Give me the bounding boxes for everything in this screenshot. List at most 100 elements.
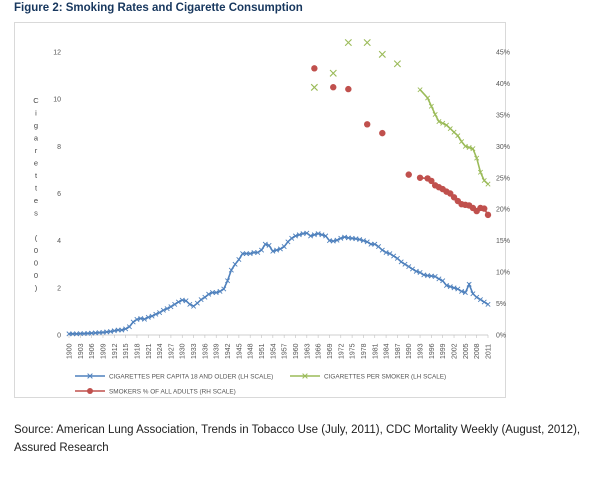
x-tick-label: 1999 (440, 343, 447, 359)
legend-entry-label: SMOKERS % OF ALL ADULTS (RH SCALE) (109, 388, 236, 395)
series-0-point (115, 327, 121, 333)
y-left-axis-title-char: t (35, 184, 38, 193)
series-0-point (466, 281, 472, 287)
x-tick-label: 1945 (236, 343, 243, 359)
series-0-point (334, 237, 340, 243)
series-0-point (308, 233, 314, 239)
series-0-point (481, 299, 487, 305)
series-0-point (202, 294, 208, 300)
series-0-point (209, 290, 215, 296)
x-tick-label: 1972 (338, 343, 345, 359)
series-0-point (417, 269, 423, 276)
y-left-tick-label: 4 (57, 238, 61, 245)
x-tick-label: 1936 (202, 343, 209, 359)
series-0-point (160, 307, 166, 313)
series-0-point (266, 242, 272, 248)
series-2-scatter-point (405, 171, 412, 178)
series-0-point (474, 294, 480, 300)
series-2-point (484, 211, 492, 219)
series-2-scatter-point (330, 84, 337, 91)
series-1-point (440, 120, 446, 126)
legend-entry-label: CIGARETTES PER CAPITA 18 AND OLDER (LH S… (109, 373, 273, 380)
series-0-point (289, 235, 295, 241)
series-2-scatter-point (364, 121, 371, 128)
series-1-point (485, 181, 491, 187)
x-tick-label: 1993 (418, 343, 425, 359)
x-tick-label: 1924 (157, 343, 164, 359)
x-tick-label: 2005 (463, 343, 470, 359)
series-0-point (172, 301, 178, 307)
series-1-point (477, 169, 483, 175)
y-left-axis-title-char: 0 (34, 271, 38, 280)
series-0-point (459, 288, 465, 294)
x-tick-label: 1978 (361, 343, 368, 359)
series-0-point (432, 273, 438, 280)
x-tick-label: 1918 (134, 343, 141, 359)
series-0-point (292, 233, 299, 239)
series-2-scatter-point (311, 65, 318, 72)
chart-svg: 0 2 4 6 8 10 12 0% 5% 10% 15% 20% 25% 30% 35% 40% 45% Cig… (33, 38, 510, 395)
series-0-point (251, 249, 257, 255)
x-tick-label: 1969 (327, 343, 334, 359)
series-0-point (108, 328, 114, 334)
x-tick-label: 1927 (168, 343, 175, 359)
y-left-axis-title-char: 0 (34, 259, 38, 268)
x-tick-label: 1948 (248, 343, 255, 359)
series-1-point (425, 95, 431, 101)
series-1-point (462, 143, 468, 149)
legend-entry-label: CIGARETTES PER SMOKER (LH SCALE) (324, 373, 446, 380)
series-0-point (319, 232, 325, 238)
series-0-point (145, 314, 151, 320)
series-0-point (258, 247, 265, 253)
series-1-point (417, 87, 423, 93)
y-left-axis-title-char: e (34, 159, 38, 168)
chart-frame (14, 22, 506, 398)
series-0-point (168, 304, 174, 310)
series-0-point (462, 290, 468, 296)
series-0-point (364, 239, 370, 245)
x-tick-label: 1951 (259, 343, 266, 359)
series-0-point (315, 231, 321, 237)
x-tick-label: 1900 (67, 343, 74, 359)
series-0-point (338, 235, 344, 241)
series-0-point (228, 267, 234, 273)
series-0-point (77, 331, 83, 337)
series-0-point (198, 297, 204, 303)
series-0-point (443, 282, 449, 288)
x-tick-label: 1921 (146, 343, 153, 359)
series-0-point (179, 297, 185, 303)
series-0-point (221, 286, 227, 292)
series-0-point (360, 238, 366, 244)
series-0-point (447, 284, 453, 290)
x-tick-label: 1903 (78, 343, 85, 359)
x-tick-label: 1957 (282, 343, 289, 359)
series-0-point (277, 246, 283, 252)
series-0-point (126, 324, 132, 330)
y-right-tick-label: 0% (496, 333, 506, 340)
y-left-axis-title-char: e (34, 196, 38, 205)
series-0-point (330, 238, 336, 244)
x-tick-label: 1963 (304, 343, 311, 359)
series-1-scatter-point (310, 83, 318, 91)
series-0-point (406, 264, 412, 270)
series-0-point (164, 306, 170, 312)
series-0-point (138, 315, 144, 322)
series-0-point (387, 251, 393, 257)
series-0-point (111, 328, 117, 334)
source-note: Source: American Lung Association, Trend… (14, 424, 581, 454)
series-0-point (353, 236, 359, 242)
x-tick-label: 1942 (225, 343, 232, 359)
series-0-point (323, 233, 329, 239)
x-tick-label: 2011 (486, 344, 493, 359)
y-left-axis-title-char: r (35, 146, 38, 155)
y-right-tick-label: 25% (496, 175, 510, 182)
x-tick-label: 1933 (191, 343, 198, 359)
series-0-point (236, 257, 242, 263)
y-left-axis-title-char: ( (35, 234, 38, 243)
x-tick-label: 1906 (89, 343, 96, 359)
x-tick-label: 1939 (214, 343, 221, 359)
series-1-point (455, 133, 461, 139)
x-tick-label: 1984 (384, 343, 391, 359)
x-tick-label: 1996 (429, 343, 436, 359)
y-right-tick-label: 15% (496, 238, 510, 245)
